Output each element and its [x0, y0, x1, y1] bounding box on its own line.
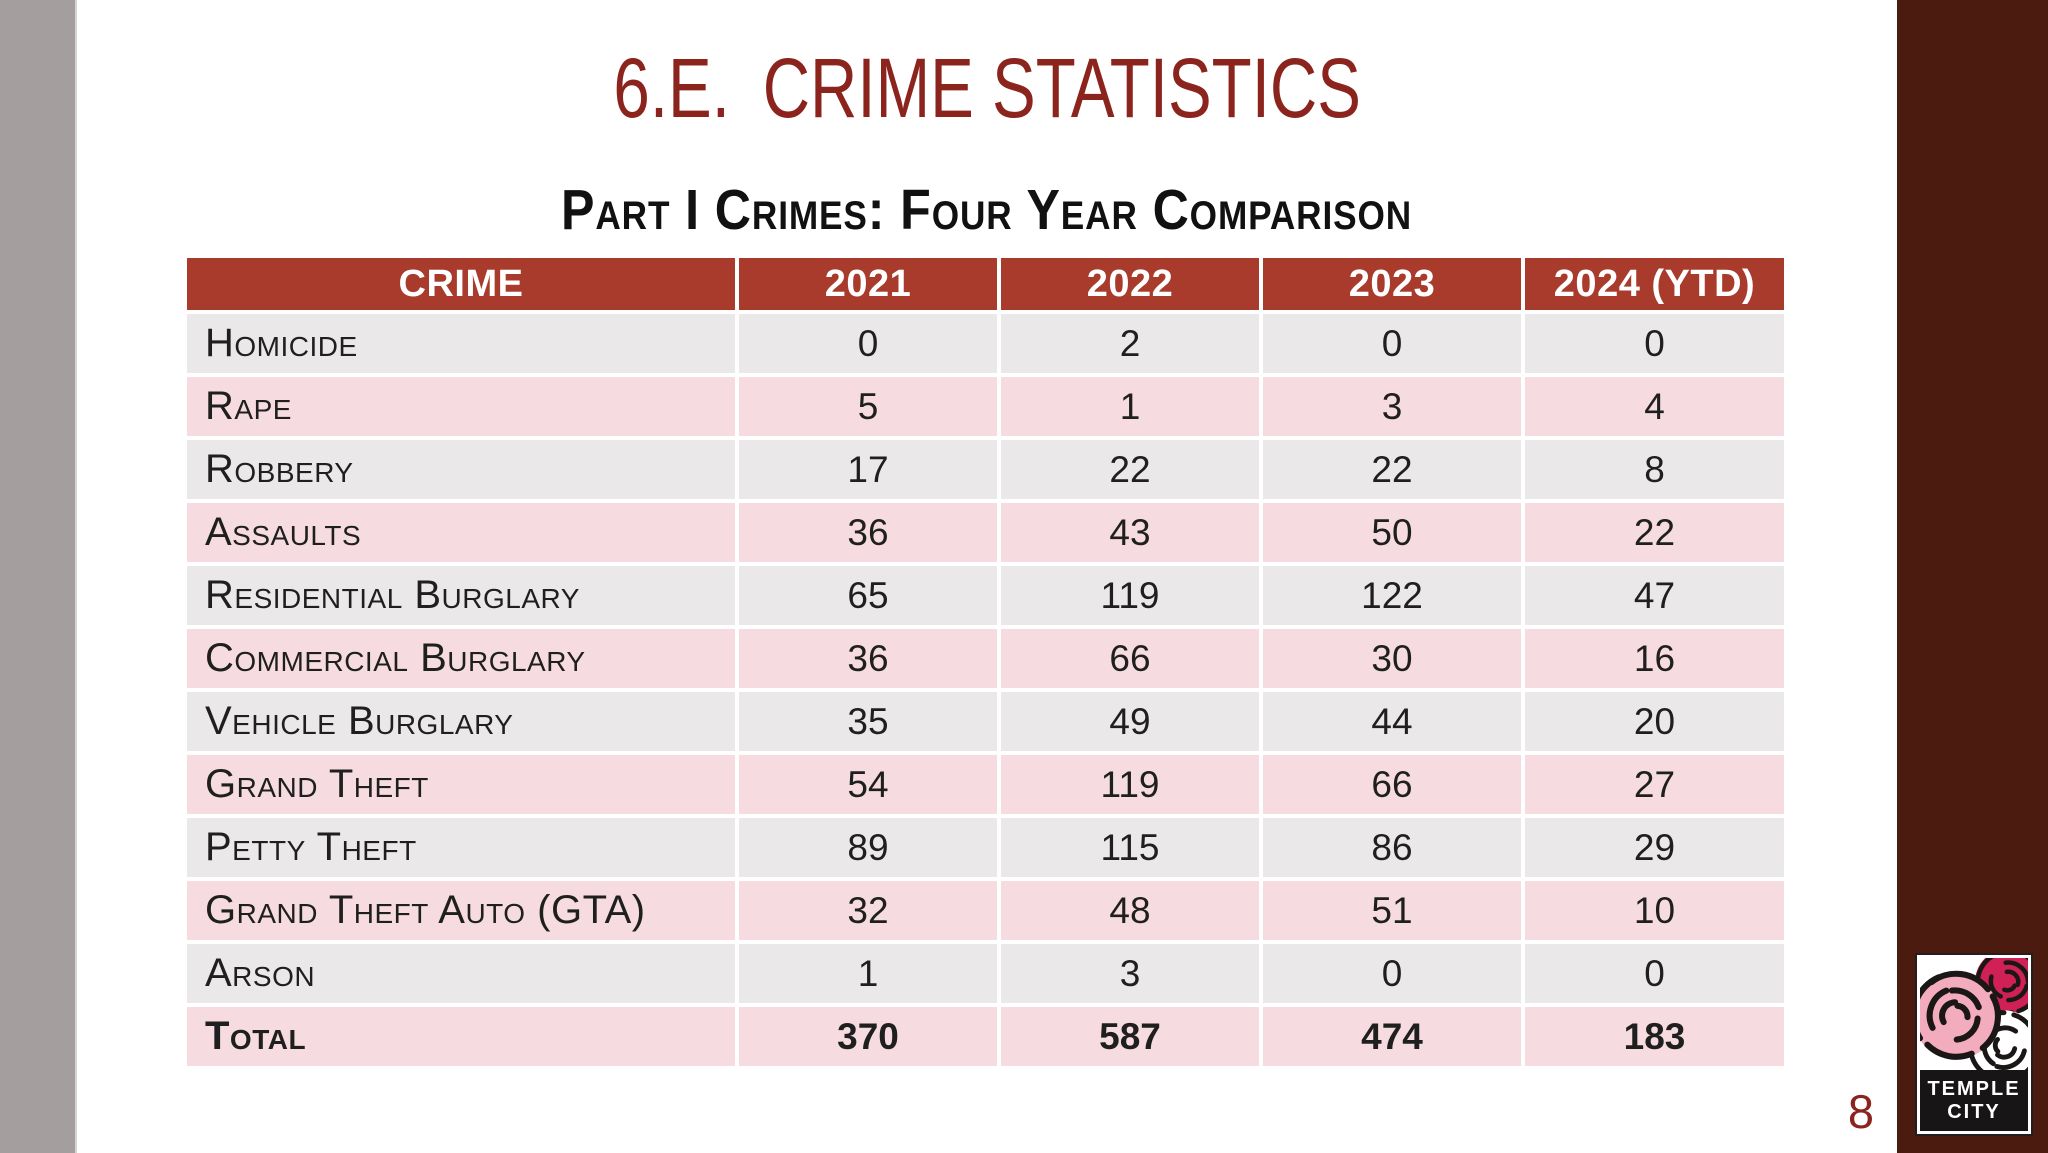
value-cell: 43 [1001, 503, 1259, 562]
slide-title: 6.E. CRIME STATISTICS [77, 46, 1897, 130]
temple-city-logo: TEMPLE CITY [1915, 953, 2033, 1136]
value-cell: 0 [1263, 314, 1521, 373]
value-cell: 4 [1525, 377, 1784, 436]
crime-stats-table: CRIME 2021 2022 2023 2024 (YTD) Homicide 0 2 0 0… [183, 254, 1788, 1070]
crime-label: Grand Theft [187, 755, 735, 814]
value-cell: 3 [1001, 944, 1259, 1003]
column-header-2024-ytd: 2024 (YTD) [1525, 258, 1784, 310]
value-cell: 16 [1525, 629, 1784, 688]
value-cell: 54 [739, 755, 997, 814]
table-row-homicide: Homicide 0 2 0 0 [187, 314, 1784, 373]
camellia-roses-icon [1920, 958, 2028, 1070]
value-cell: 36 [739, 503, 997, 562]
table-row-grand-theft-auto-gta: Grand Theft Auto (GTA) 32 48 51 10 [187, 881, 1784, 940]
value-cell: 1 [1001, 377, 1259, 436]
value-cell: 0 [1263, 944, 1521, 1003]
value-cell: 122 [1263, 566, 1521, 625]
crime-label: Rape [187, 377, 735, 436]
crime-label: Arson [187, 944, 735, 1003]
value-cell: 0 [739, 314, 997, 373]
crime-label: Total [187, 1007, 735, 1066]
table-row-petty-theft: Petty Theft 89 115 86 29 [187, 818, 1784, 877]
logo-line1: TEMPLE [1927, 1077, 2021, 1100]
value-cell: 48 [1001, 881, 1259, 940]
slide-title-prefix: 6.E. [613, 41, 730, 135]
crime-label: Vehicle Burglary [187, 692, 735, 751]
table-row-residential-burglary: Residential Burglary 65 119 122 47 [187, 566, 1784, 625]
logo-line2: CITY [1947, 1100, 2001, 1123]
value-cell: 3 [1263, 377, 1521, 436]
value-cell: 86 [1263, 818, 1521, 877]
column-header-crime: CRIME [187, 258, 735, 310]
value-cell: 51 [1263, 881, 1521, 940]
crime-label: Residential Burglary [187, 566, 735, 625]
value-cell: 22 [1525, 503, 1784, 562]
crime-label: Robbery [187, 440, 735, 499]
value-cell: 8 [1525, 440, 1784, 499]
slide-title-main: CRIME STATISTICS [762, 41, 1361, 135]
value-cell: 10 [1525, 881, 1784, 940]
value-cell: 0 [1525, 314, 1784, 373]
value-cell: 49 [1001, 692, 1259, 751]
table-row-vehicle-burglary: Vehicle Burglary 35 49 44 20 [187, 692, 1784, 751]
value-cell: 22 [1263, 440, 1521, 499]
column-header-2023: 2023 [1263, 258, 1521, 310]
value-cell: 587 [1001, 1007, 1259, 1066]
value-cell: 474 [1263, 1007, 1521, 1066]
column-header-2021: 2021 [739, 258, 997, 310]
crime-label: Petty Theft [187, 818, 735, 877]
value-cell: 370 [739, 1007, 997, 1066]
value-cell: 20 [1525, 692, 1784, 751]
total-row: Total 370 587 474 183 [187, 1007, 1784, 1066]
value-cell: 119 [1001, 755, 1259, 814]
slide-subtitle-text: Part I Crimes: Four Year Comparison [561, 178, 1413, 242]
page-number: 8 [1847, 1085, 1875, 1138]
value-cell: 0 [1525, 944, 1784, 1003]
value-cell: 22 [1001, 440, 1259, 499]
value-cell: 89 [739, 818, 997, 877]
left-gray-strip [0, 0, 77, 1153]
table-row-robbery: Robbery 17 22 22 8 [187, 440, 1784, 499]
value-cell: 32 [739, 881, 997, 940]
value-cell: 66 [1263, 755, 1521, 814]
table-row-grand-theft: Grand Theft 54 119 66 27 [187, 755, 1784, 814]
crime-label: Homicide [187, 314, 735, 373]
value-cell: 50 [1263, 503, 1521, 562]
table-row-arson: Arson 1 3 0 0 [187, 944, 1784, 1003]
value-cell: 65 [739, 566, 997, 625]
value-cell: 2 [1001, 314, 1259, 373]
value-cell: 119 [1001, 566, 1259, 625]
column-header-2022: 2022 [1001, 258, 1259, 310]
value-cell: 29 [1525, 818, 1784, 877]
crime-label: Commercial Burglary [187, 629, 735, 688]
value-cell: 35 [739, 692, 997, 751]
table-row-rape: Rape 5 1 3 4 [187, 377, 1784, 436]
slide-subtitle: Part I Crimes: Four Year Comparison [77, 182, 1897, 239]
value-cell: 17 [739, 440, 997, 499]
value-cell: 115 [1001, 818, 1259, 877]
value-cell: 27 [1525, 755, 1784, 814]
value-cell: 5 [739, 377, 997, 436]
value-cell: 1 [739, 944, 997, 1003]
value-cell: 47 [1525, 566, 1784, 625]
crime-label: Grand Theft Auto (GTA) [187, 881, 735, 940]
value-cell: 66 [1001, 629, 1259, 688]
value-cell: 44 [1263, 692, 1521, 751]
value-cell: 183 [1525, 1007, 1784, 1066]
table-row-commercial-burglary: Commercial Burglary 36 66 30 16 [187, 629, 1784, 688]
crime-label: Assaults [187, 503, 735, 562]
value-cell: 36 [739, 629, 997, 688]
logo-wordmark: TEMPLE CITY [1920, 1070, 2028, 1131]
slide-title-text: 6.E. CRIME STATISTICS [613, 46, 1361, 130]
table-header-row: CRIME 2021 2022 2023 2024 (YTD) [187, 258, 1784, 310]
value-cell: 30 [1263, 629, 1521, 688]
table-row-assaults: Assaults 36 43 50 22 [187, 503, 1784, 562]
